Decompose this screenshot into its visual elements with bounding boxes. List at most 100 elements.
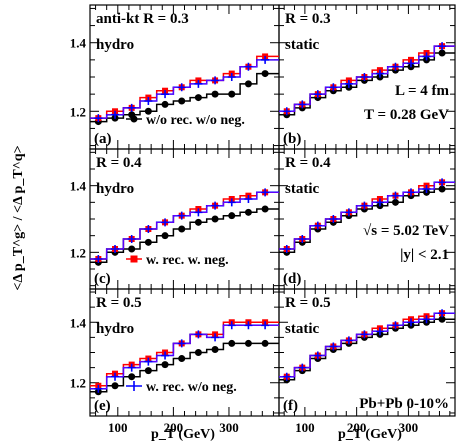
- panel-b-point-blue: [329, 83, 338, 92]
- panel-f-point-blue: [407, 318, 415, 327]
- panel-b-point-blue: [282, 107, 291, 116]
- panel-a-label: (a): [94, 131, 112, 147]
- panel-e-point-black: [128, 373, 136, 381]
- panel-a-point-blue: [211, 76, 220, 85]
- y-axis-title: <Δ p_T^g> / <Δ p_T^q>: [11, 145, 26, 290]
- panel-c-point-black: [261, 205, 269, 213]
- panel-e-point-blue: [111, 372, 120, 381]
- panel-f: [278, 288, 456, 417]
- panel-c-point-blue: [177, 211, 186, 220]
- panel-a-point-black: [228, 90, 236, 98]
- panel-d-point-black: [391, 198, 399, 206]
- panel-e-legend: w. rec. w/o neg.: [126, 380, 237, 395]
- panel-b-point-blue: [375, 69, 384, 78]
- panel-f-point-blue: [298, 363, 307, 372]
- panel-f-point-blue: [282, 372, 291, 381]
- panel-a-hist-black: [90, 72, 279, 123]
- panel-e-point-blue: [161, 351, 170, 360]
- panel-e-y-tick-label: 1.2: [70, 376, 86, 391]
- panel-f-label: (f): [283, 398, 298, 414]
- panel-a-point-blue: [261, 55, 270, 64]
- panel-c-point-blue: [211, 201, 220, 210]
- panel-b-text-0: R = 0.3: [285, 11, 331, 27]
- panel-c-label: (c): [94, 271, 111, 287]
- panel-d-point-blue: [375, 198, 384, 207]
- panel-a-point-black: [211, 90, 219, 98]
- panel-a-point-blue: [94, 114, 103, 123]
- panel-c-point-blue: [127, 235, 136, 243]
- panel-d-text-2: √s = 5.02 TeV: [363, 223, 449, 239]
- panel-d-label: (d): [283, 271, 301, 287]
- text-layer: 1.2 1.4 anti-kt R = 0.3 hydro (a) w/o rec. w/…: [70, 11, 450, 435]
- panel-d-point-blue: [313, 221, 322, 230]
- panel-b-point-blue: [438, 42, 447, 51]
- panel-e: [89, 288, 280, 417]
- panel-d-point-blue: [422, 185, 431, 193]
- panel-a-point-blue: [194, 79, 203, 88]
- panel-e-point-black: [244, 339, 252, 347]
- panel-e-point-black: [261, 339, 269, 347]
- panel-c-y-tick-label: 1.4: [70, 179, 87, 194]
- panel-c-point-black: [161, 232, 169, 240]
- panel-c-point-blue: [261, 188, 270, 197]
- panel-c-point-black: [178, 225, 186, 233]
- panel-e-y-tick-label: 1.4: [70, 315, 87, 330]
- panel-d-text-1: static: [285, 181, 319, 197]
- panel-a-point-blue: [111, 110, 120, 119]
- panel-e-point-blue: [194, 330, 203, 339]
- x-axis-title-right: p_T (GeV): [338, 427, 402, 442]
- panel-c-point-black: [228, 212, 236, 220]
- panel-e-x-tick-label: 200: [164, 420, 184, 435]
- panel-b-point-blue: [360, 73, 369, 81]
- panel-a-point-blue: [127, 103, 136, 112]
- panel-d-point-blue: [282, 245, 291, 253]
- panel-f-point-blue: [438, 309, 447, 318]
- panel-e-text-0: R = 0.5: [96, 295, 142, 311]
- panel-e-point-blue: [211, 333, 220, 342]
- panel-d-point-blue: [407, 188, 415, 197]
- panel-e-text-1: hydro: [96, 321, 134, 337]
- panel-c-point-blue: [144, 225, 153, 233]
- panel-e-x-tick-label: 300: [219, 420, 239, 435]
- panel-a-point-black: [261, 70, 269, 78]
- panel-e-x-tick-label: 100: [108, 420, 128, 435]
- panel-e-point-black: [194, 349, 202, 356]
- panel-f-x-tick-label: 300: [399, 420, 419, 435]
- panel-c-point-black: [144, 238, 152, 246]
- panel-e-hist-overlap: [90, 325, 279, 390]
- panel-a-point-black: [244, 80, 252, 88]
- panel-d-point-blue: [344, 208, 353, 217]
- panel-a-point-black: [144, 107, 152, 115]
- panel-f-point-blue: [422, 315, 431, 324]
- panel-e-point-blue: [144, 357, 153, 366]
- panel-d-point-blue: [391, 191, 400, 200]
- panel-b-text-3: T = 0.28 GeV: [364, 107, 449, 123]
- panel-c-point-black: [128, 245, 136, 253]
- panel-e-legend-text: w. rec. w/o neg.: [146, 380, 237, 395]
- panel-f-point-blue: [391, 321, 400, 330]
- panel-c-point-blue: [94, 255, 103, 263]
- panel-c-text-1: hydro: [96, 181, 134, 197]
- panel-d-point-black: [438, 185, 446, 193]
- panel-c-point-black: [211, 215, 219, 223]
- panel-d-point-blue: [298, 235, 307, 243]
- panel-b-point-blue: [407, 59, 415, 68]
- panel-b-label: (b): [283, 131, 301, 147]
- x-axis-title-left: p_T (GeV): [151, 427, 215, 442]
- panel-c-point-blue: [161, 218, 170, 227]
- panel-c-point-blue: [111, 245, 120, 253]
- panel-a-point-black: [178, 97, 186, 105]
- panel-f-text-0: R = 0.5: [285, 295, 331, 311]
- panel-e-point-blue: [94, 384, 103, 393]
- panel-f-x-tick-label: 100: [295, 420, 315, 435]
- panel-a-legend-marker: [130, 115, 138, 123]
- panel-c-point-black: [244, 208, 252, 216]
- panel-b-point-blue: [422, 52, 431, 61]
- panel-c-point-blue: [244, 195, 253, 203]
- panel-f-point-blue: [329, 342, 338, 351]
- panel-a-point-blue: [227, 73, 236, 81]
- panel-e-point-blue: [244, 321, 253, 330]
- panel-c-text-0: R = 0.4: [96, 155, 142, 171]
- panel-e-point-black: [161, 361, 169, 369]
